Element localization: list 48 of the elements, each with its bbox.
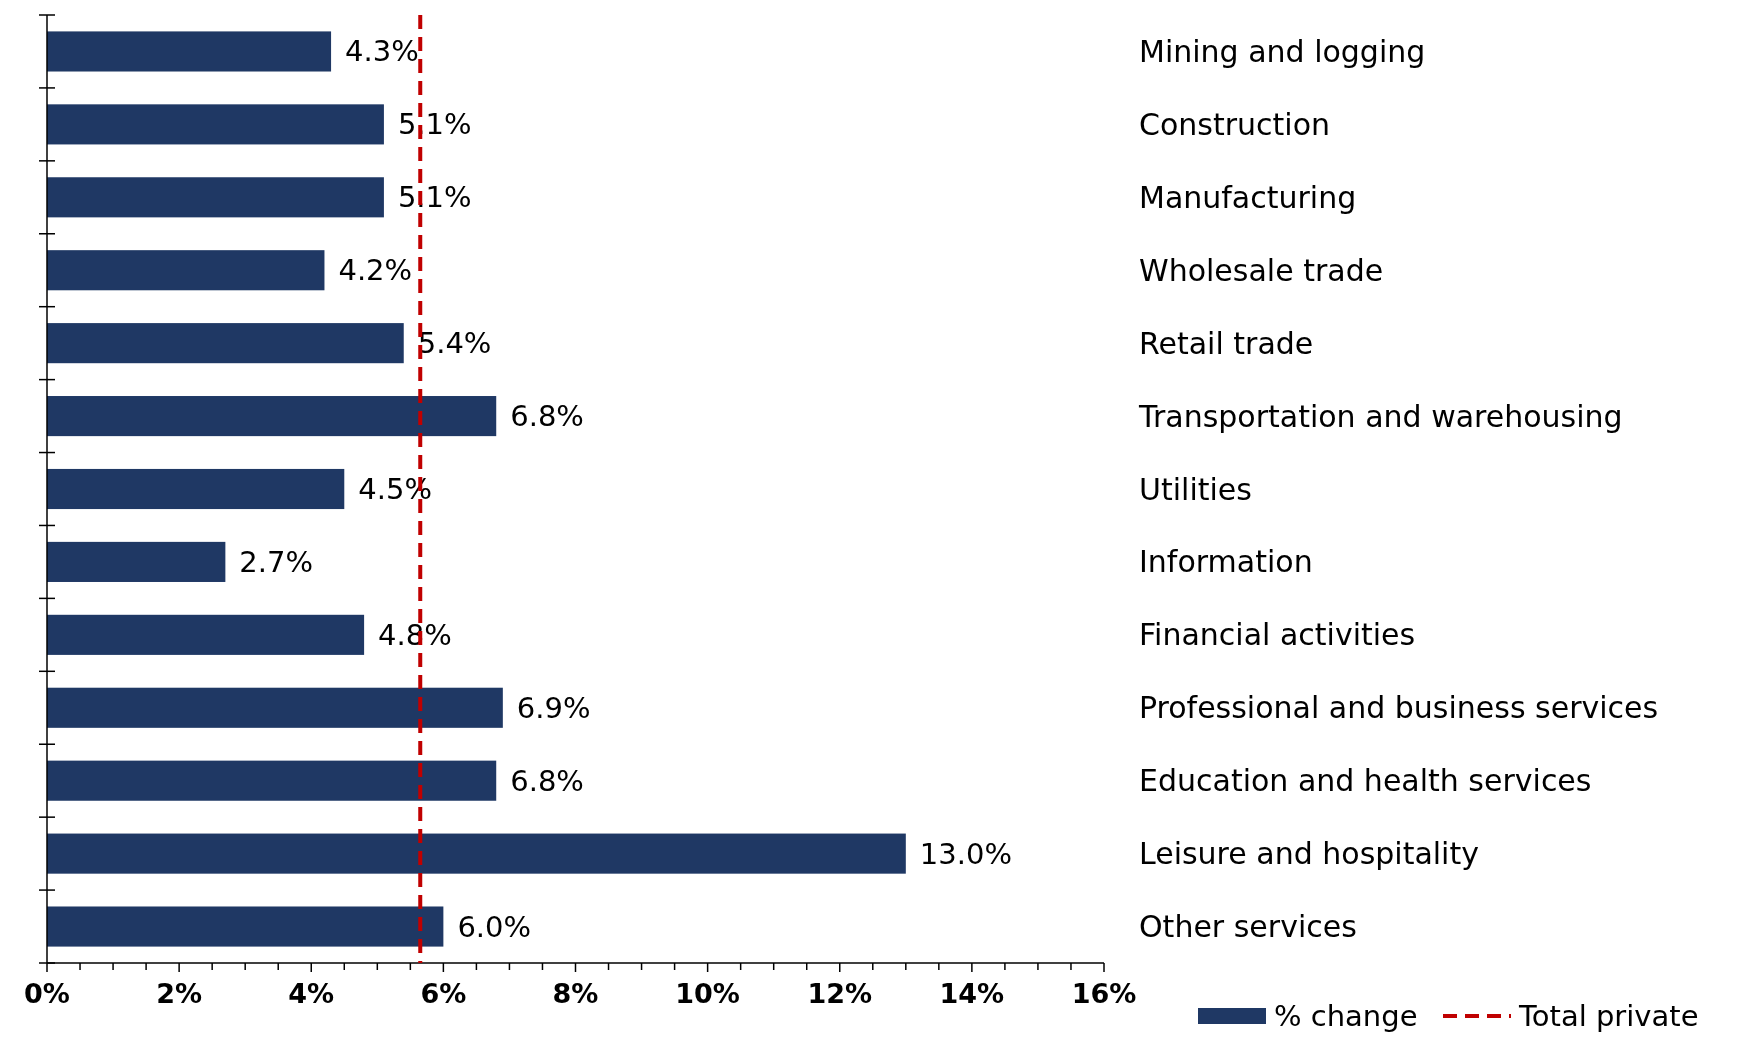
bar [47,760,497,801]
data-label: 5.4% [417,326,492,361]
y-tick-label: Manufacturing [1139,179,1357,215]
bar [47,614,365,655]
x-tick-label: 0% [24,978,70,1009]
data-label: 13.0% [919,836,1012,871]
y-tick-label: Other services [1139,909,1357,945]
bar [47,541,226,582]
y-tick-label: Construction [1139,106,1331,142]
y-tick-label: Transportation and warehousing [1138,398,1623,434]
bar [47,177,384,218]
y-tick-label: Financial activities [1139,617,1416,653]
data-label: 6.8% [510,763,584,798]
y-tick-label: Leisure and hospitality [1139,836,1479,872]
data-label: 5.1% [397,107,472,142]
y-tick-label: Wholesale trade [1139,252,1384,288]
bar [47,104,384,145]
data-label: 4.2% [338,253,413,288]
data-label: 6.0% [457,909,532,944]
x-tick-label: 2% [156,978,203,1009]
data-label: 4.3% [345,34,419,69]
x-tick-label: 8% [552,978,599,1009]
y-tick-label: Retail trade [1139,325,1314,361]
bar [47,250,325,291]
x-tick-label: 10% [675,978,740,1009]
bar [47,31,332,72]
data-label: 4.5% [358,472,432,506]
bar [47,906,444,947]
y-tick-label: Utilities [1139,471,1252,507]
legend-label: % change [1274,999,1418,1033]
data-label: 6.8% [510,399,584,434]
data-label: 6.9% [516,690,591,725]
bar [47,323,404,364]
bar [47,687,503,728]
x-tick-label: 6% [420,978,467,1009]
legend-label: Total private [1518,999,1699,1033]
y-tick-label: Information [1139,544,1313,580]
x-tick-label: 14% [939,978,1005,1009]
bar [47,396,497,437]
y-tick-label: Education and health services [1139,763,1592,799]
bar [47,833,906,874]
y-tick-label: Mining and logging [1139,33,1426,69]
bar [47,468,345,510]
x-tick-label: 4% [288,978,335,1009]
y-tick-label: Professional and business services [1139,690,1659,726]
x-tick-label: 16% [1071,978,1137,1009]
data-label: 2.7% [239,544,314,579]
x-tick-label: 12% [807,978,873,1009]
